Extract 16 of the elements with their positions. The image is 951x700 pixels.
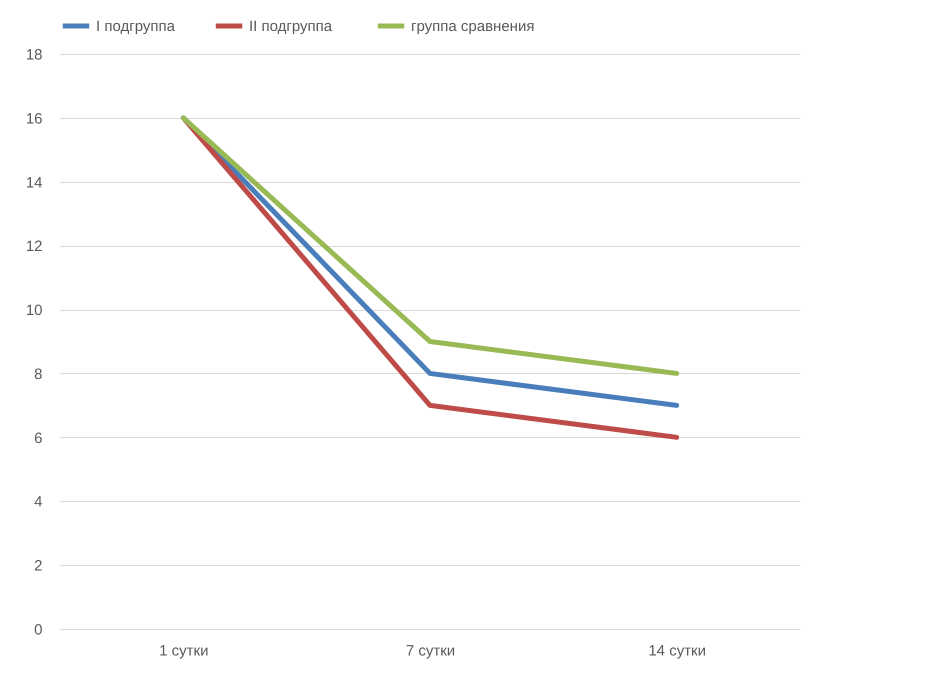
y-tick-label: 4 xyxy=(34,494,42,511)
y-tick-label: 16 xyxy=(26,110,42,128)
y-tick-label: 14 xyxy=(26,174,42,192)
y-tick-label: 18 xyxy=(26,46,42,64)
legend-label: I подгруппа xyxy=(96,18,176,35)
legend-label: группа сравнения xyxy=(411,18,534,35)
y-tick-label: 6 xyxy=(34,430,42,447)
x-tick-label: 14 сутки xyxy=(648,642,706,660)
y-tick-label: 8 xyxy=(34,366,42,383)
y-tick-label: 12 xyxy=(26,238,42,256)
y-tick-label: 10 xyxy=(26,302,42,320)
legend-label: II подгруппа xyxy=(249,18,333,35)
y-tick-label: 2 xyxy=(34,558,42,575)
x-tick-label: 1 сутки xyxy=(159,642,208,660)
y-tick-label: 0 xyxy=(34,622,42,638)
x-tick-label: 7 сутки xyxy=(406,642,456,660)
